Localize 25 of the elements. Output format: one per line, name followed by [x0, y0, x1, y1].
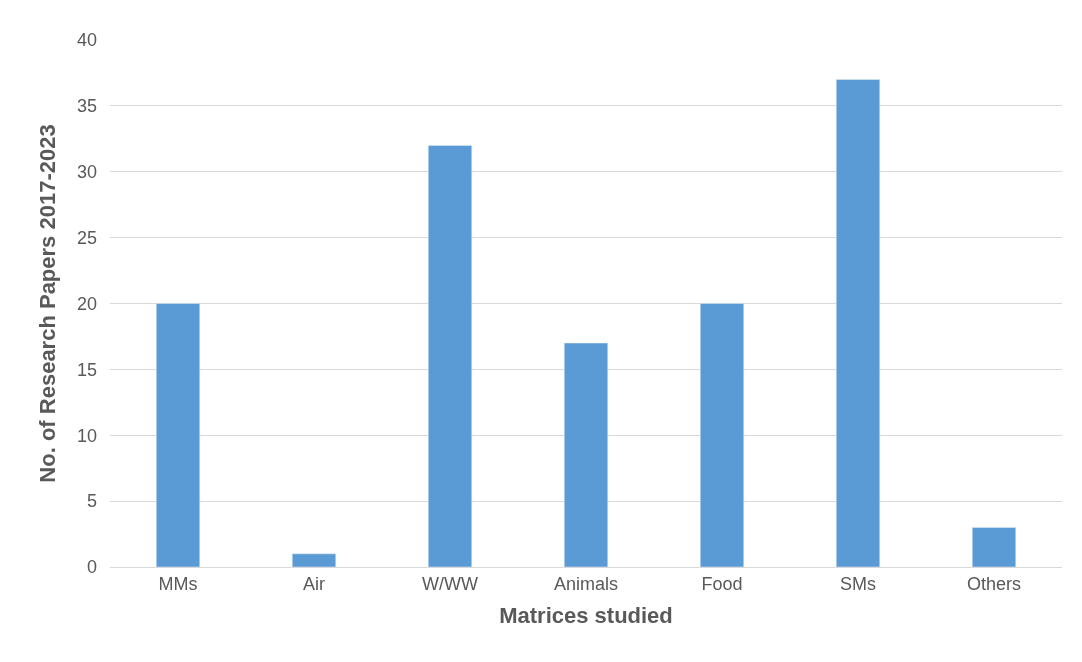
bar — [835, 79, 881, 567]
y-axis-title: No. of Research Papers 2017-2023 — [34, 124, 60, 483]
bar — [699, 303, 745, 567]
x-tick-label: SMs — [840, 573, 876, 594]
y-tick-label: 20 — [76, 293, 97, 314]
bar — [155, 303, 201, 567]
y-tick-label: 15 — [76, 359, 97, 380]
y-tick-label: 40 — [76, 30, 97, 51]
x-tick-label: MMs — [158, 573, 198, 594]
bar — [563, 342, 609, 567]
x-tick-label: Others — [966, 573, 1022, 594]
y-tick-label: 35 — [76, 96, 97, 117]
y-tick-label: 25 — [76, 227, 97, 248]
y-tick-label: 10 — [76, 425, 97, 446]
x-tick-label: Air — [303, 573, 325, 594]
x-tick-label: Food — [701, 573, 743, 594]
x-tick-label: Animals — [553, 573, 619, 594]
y-tick-label: 5 — [86, 491, 97, 512]
bar — [971, 527, 1017, 567]
x-tick-label: W/WW — [422, 573, 478, 594]
y-tick-label: 0 — [86, 557, 97, 578]
bar — [427, 145, 473, 567]
y-tick-label: 30 — [76, 162, 97, 183]
bar — [291, 553, 337, 567]
x-axis-title: Matrices studied — [499, 603, 673, 629]
